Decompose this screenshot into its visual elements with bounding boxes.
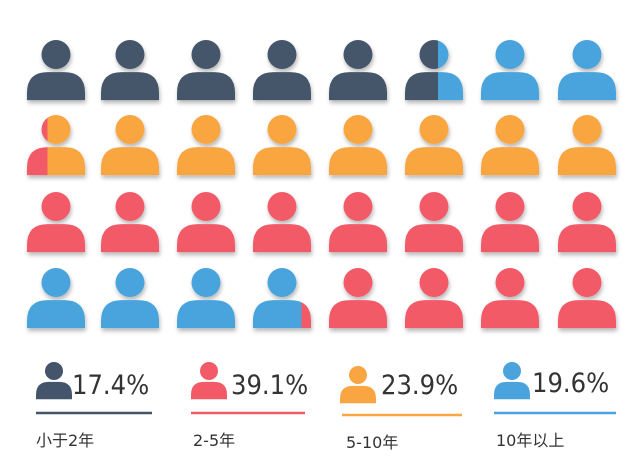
person-icon <box>191 362 227 400</box>
person-icon <box>253 114 311 176</box>
person-icon-grid <box>27 40 616 329</box>
person-icon <box>177 114 235 176</box>
person-icon <box>558 114 616 176</box>
person-icon <box>177 40 235 101</box>
person-icon <box>329 268 387 329</box>
person-icon <box>558 192 616 253</box>
person-icon <box>558 40 616 101</box>
person-icon <box>340 366 376 404</box>
legend-label: 2-5年 <box>193 431 235 450</box>
legend-item-over-10-years: 19.6% 10年以上 <box>494 362 616 450</box>
person-icon <box>253 192 311 253</box>
legend-value: 39.1% <box>231 370 308 401</box>
legend-item-under-2-years: 17.4% 小于2年 <box>36 362 152 450</box>
legend-label: 5-10年 <box>346 433 398 452</box>
person-icon <box>558 268 616 329</box>
legend-label: 小于2年 <box>36 431 94 450</box>
person-icon <box>253 40 311 101</box>
legend-label: 10年以上 <box>496 431 564 450</box>
person-icon <box>36 362 72 400</box>
person-icon <box>101 114 159 176</box>
legend-value: 19.6% <box>532 368 609 399</box>
person-icon <box>405 114 463 176</box>
person-icon <box>27 268 85 329</box>
legend-item-5-10-years: 23.9% 5-10年 <box>340 366 462 452</box>
person-icon <box>405 40 463 101</box>
legend-value: 23.9% <box>381 370 458 401</box>
person-icon <box>27 192 85 253</box>
person-icon <box>405 268 463 329</box>
person-icon <box>177 192 235 253</box>
person-icon <box>101 192 159 253</box>
person-icon <box>329 40 387 101</box>
legend-item-2-5-years: 39.1% 2-5年 <box>191 362 308 450</box>
person-icon <box>101 268 159 329</box>
person-icon <box>101 40 159 101</box>
person-icon <box>481 40 539 101</box>
person-icon <box>481 114 539 176</box>
legend: 17.4% 小于2年 39.1% 2-5年 23.9% 5-10年 19.6% … <box>36 362 616 452</box>
person-icon <box>27 40 85 101</box>
legend-value: 17.4% <box>72 370 149 401</box>
person-icon <box>253 268 311 329</box>
person-icon <box>481 268 539 329</box>
person-icon <box>481 192 539 253</box>
person-icon <box>405 192 463 253</box>
person-icon <box>329 192 387 253</box>
person-icon <box>329 114 387 176</box>
person-icon <box>494 362 530 400</box>
person-icon <box>177 268 235 329</box>
person-icon <box>27 114 85 176</box>
